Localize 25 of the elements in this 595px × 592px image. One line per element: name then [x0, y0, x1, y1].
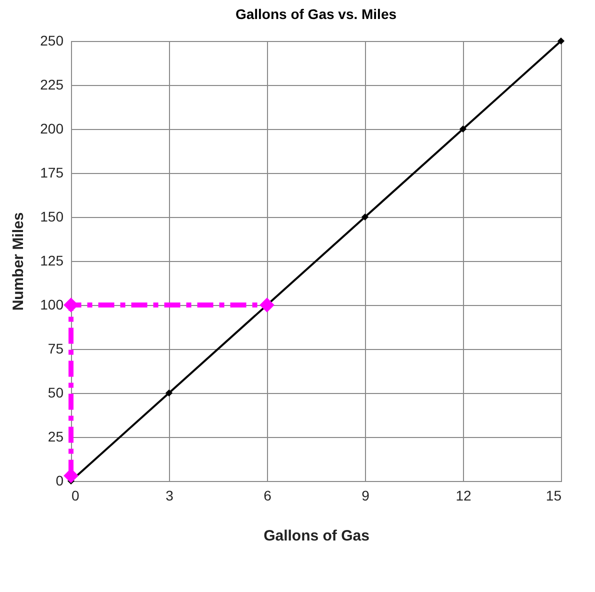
x-tick-label: 15: [546, 488, 562, 504]
point: [459, 125, 467, 133]
y-tick-label: 25: [48, 428, 64, 444]
x-axis-title: Gallons of Gas: [264, 528, 370, 544]
y-tick-label: 75: [48, 340, 64, 356]
x-tick-label: 0: [72, 488, 80, 504]
x-tick-label: 12: [456, 488, 472, 504]
y-tick-label: 0: [56, 472, 64, 488]
y-tick-label: 175: [40, 164, 64, 180]
x-tick-label: 3: [166, 488, 174, 504]
chart-title: Gallons of Gas vs. Miles: [235, 6, 397, 22]
y-axis-title: Number Miles: [10, 212, 28, 311]
point: [165, 389, 173, 397]
y-tick-label: 150: [40, 208, 64, 224]
y-tick-label: 125: [40, 252, 64, 268]
point: [361, 213, 369, 221]
y-tick-label: 100: [40, 296, 64, 312]
y-tick-label: 50: [48, 384, 64, 400]
x-tick-label: 6: [264, 488, 272, 504]
x-tick-label: 9: [362, 488, 370, 504]
y-tick-label: 225: [40, 76, 64, 92]
y-tick-label: 250: [40, 32, 64, 48]
point: [260, 298, 274, 312]
y-tick-label: 200: [40, 120, 64, 136]
point: [557, 37, 565, 45]
